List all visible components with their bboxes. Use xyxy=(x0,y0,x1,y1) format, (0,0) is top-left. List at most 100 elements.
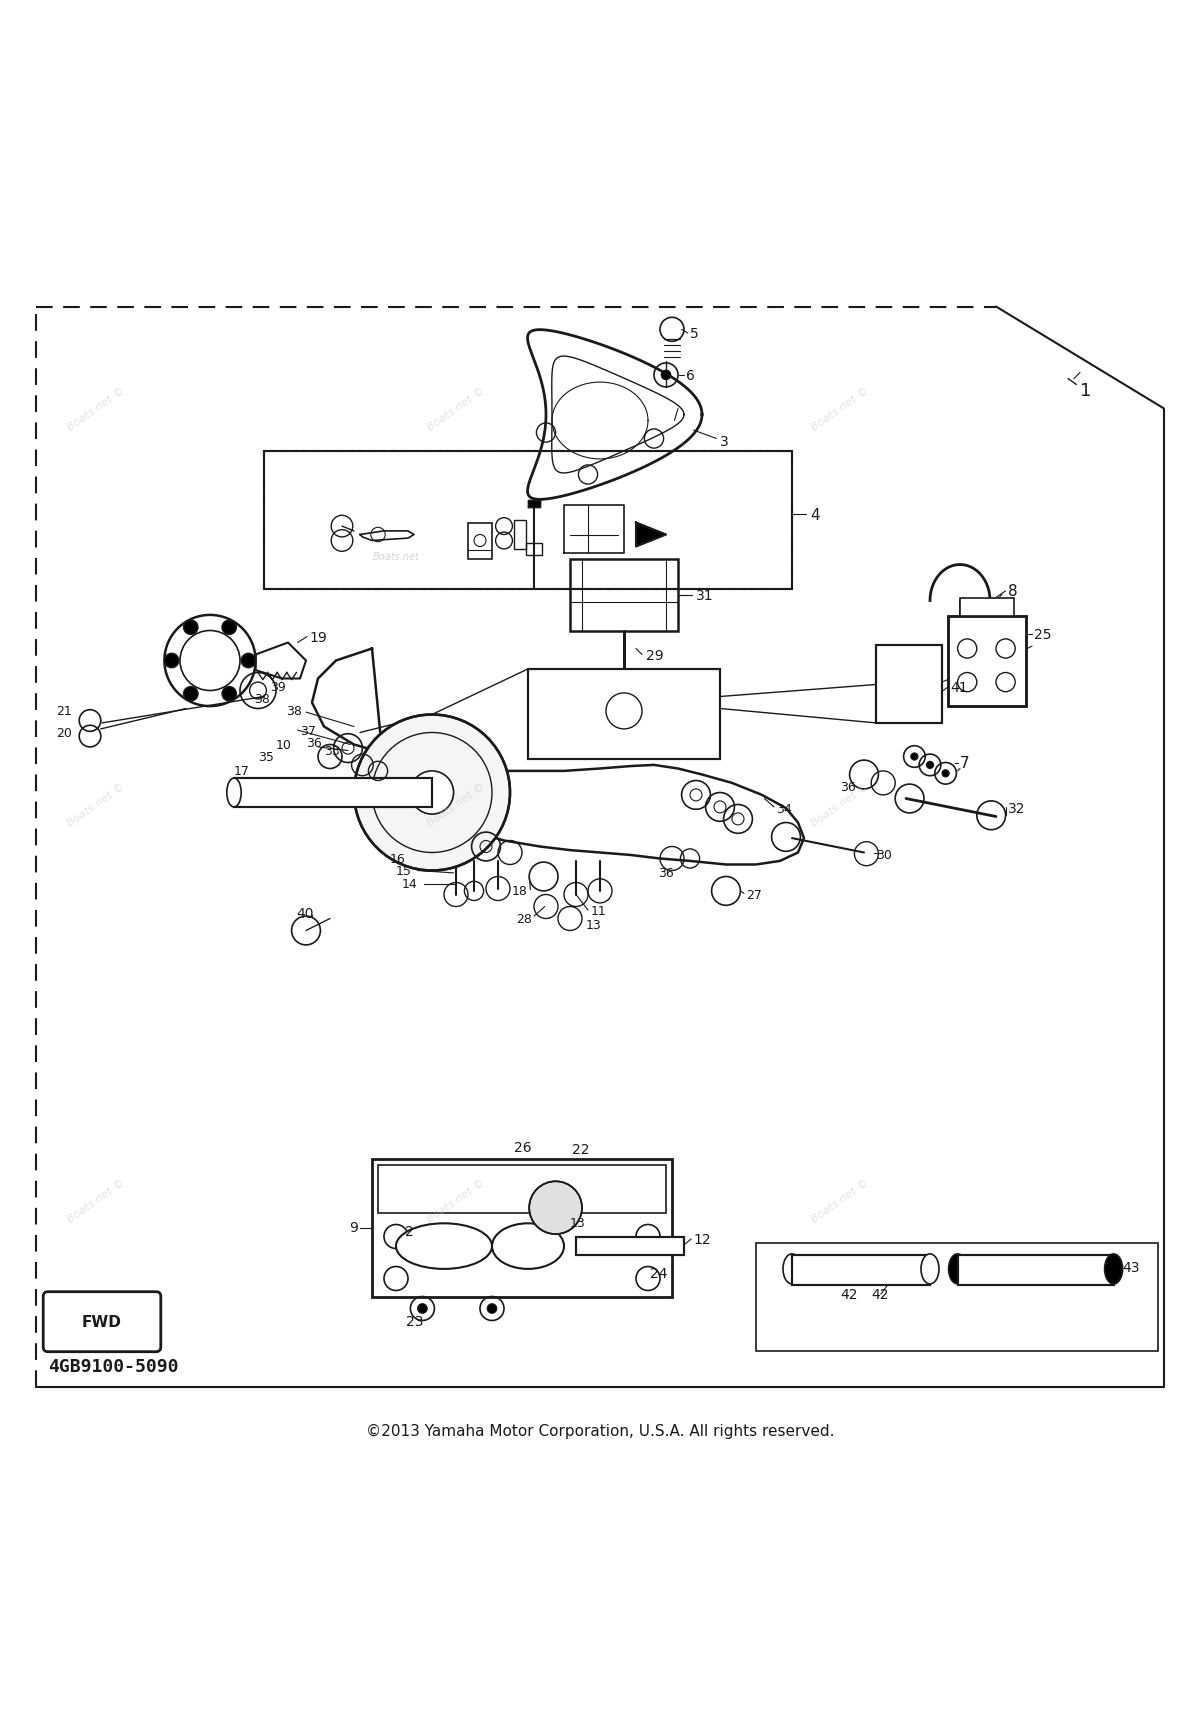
Text: 13: 13 xyxy=(570,1216,586,1228)
Bar xyxy=(876,645,942,723)
Polygon shape xyxy=(528,330,702,500)
Text: 29: 29 xyxy=(646,649,664,663)
Text: 28: 28 xyxy=(516,912,532,926)
Circle shape xyxy=(911,754,918,761)
Ellipse shape xyxy=(492,1223,564,1270)
Text: 15: 15 xyxy=(396,865,412,877)
Text: 16: 16 xyxy=(390,853,406,865)
Text: 33: 33 xyxy=(324,744,340,758)
Bar xyxy=(960,599,1014,616)
Text: 34: 34 xyxy=(776,803,792,815)
Text: 21: 21 xyxy=(56,706,72,718)
Polygon shape xyxy=(256,644,306,680)
Polygon shape xyxy=(528,500,540,507)
Text: 38: 38 xyxy=(254,694,270,706)
Text: 11: 11 xyxy=(590,905,606,917)
Circle shape xyxy=(222,621,236,635)
Text: Boats.net ©: Boats.net © xyxy=(809,1178,871,1225)
Ellipse shape xyxy=(784,1254,802,1284)
Circle shape xyxy=(661,370,671,381)
Text: Boats.net ©: Boats.net © xyxy=(425,1178,487,1225)
Text: 4: 4 xyxy=(810,507,820,522)
Bar xyxy=(378,1164,666,1213)
Text: 5: 5 xyxy=(690,327,698,341)
Text: 42: 42 xyxy=(840,1287,858,1301)
Text: 24: 24 xyxy=(650,1266,668,1280)
Circle shape xyxy=(222,687,236,702)
Text: 31: 31 xyxy=(696,588,714,602)
Text: FWD: FWD xyxy=(82,1315,122,1329)
Text: 17: 17 xyxy=(234,765,250,778)
Circle shape xyxy=(926,761,934,770)
Text: 35: 35 xyxy=(258,751,274,763)
Text: 7: 7 xyxy=(960,756,970,770)
Polygon shape xyxy=(612,673,636,689)
Text: 40: 40 xyxy=(296,907,314,920)
Bar xyxy=(792,1254,930,1285)
Text: 3: 3 xyxy=(720,434,728,448)
Circle shape xyxy=(529,1182,582,1235)
Text: 26: 26 xyxy=(514,1140,532,1154)
Ellipse shape xyxy=(227,778,241,808)
Text: 32: 32 xyxy=(1008,801,1026,815)
Text: Boats.net ©: Boats.net © xyxy=(425,386,487,432)
Bar xyxy=(234,778,432,808)
Polygon shape xyxy=(636,522,666,547)
Text: 8: 8 xyxy=(1008,585,1018,599)
Bar xyxy=(570,559,678,631)
FancyBboxPatch shape xyxy=(43,1292,161,1351)
Text: Boats.net ©: Boats.net © xyxy=(65,1178,127,1225)
Circle shape xyxy=(184,621,198,635)
Text: 20: 20 xyxy=(56,727,72,739)
Text: 18: 18 xyxy=(512,884,528,898)
Circle shape xyxy=(164,654,179,668)
Ellipse shape xyxy=(922,1254,940,1284)
Bar xyxy=(948,616,1026,706)
Polygon shape xyxy=(312,649,804,865)
Text: 2: 2 xyxy=(406,1223,414,1237)
Circle shape xyxy=(418,1304,427,1313)
Circle shape xyxy=(410,772,454,815)
Bar xyxy=(372,1159,672,1298)
Bar xyxy=(958,1254,1114,1285)
Text: 36: 36 xyxy=(840,780,856,794)
Text: 41: 41 xyxy=(950,680,968,694)
Text: 10: 10 xyxy=(276,739,292,751)
Bar xyxy=(948,616,1026,706)
Bar xyxy=(958,1254,1114,1285)
Text: 12: 12 xyxy=(694,1232,712,1246)
Bar xyxy=(528,670,720,759)
Text: 43: 43 xyxy=(1122,1259,1140,1273)
Text: Boats.net ©: Boats.net © xyxy=(425,782,487,829)
Text: 42: 42 xyxy=(871,1287,889,1301)
Bar xyxy=(468,522,492,559)
Text: 36: 36 xyxy=(306,737,322,749)
Text: Boats.net ©: Boats.net © xyxy=(65,386,127,432)
Text: 36: 36 xyxy=(658,867,673,881)
Text: 14: 14 xyxy=(402,877,418,891)
Text: 37: 37 xyxy=(300,725,316,737)
Text: 39: 39 xyxy=(270,682,286,694)
Ellipse shape xyxy=(949,1254,967,1284)
Bar xyxy=(526,543,542,555)
Text: 25: 25 xyxy=(1034,628,1052,642)
Text: 1: 1 xyxy=(1080,382,1091,400)
Bar xyxy=(528,670,720,759)
Bar xyxy=(234,778,432,808)
Text: 19: 19 xyxy=(310,630,328,644)
Text: 30: 30 xyxy=(876,849,892,862)
Text: 22: 22 xyxy=(572,1142,590,1156)
Bar xyxy=(876,645,942,723)
Bar xyxy=(576,1237,684,1254)
Text: Boats.net: Boats.net xyxy=(372,552,420,561)
Text: 6: 6 xyxy=(686,368,695,382)
Text: 38: 38 xyxy=(286,706,301,718)
Bar xyxy=(264,452,792,590)
Circle shape xyxy=(241,654,256,668)
Bar xyxy=(576,1237,684,1254)
Text: 27: 27 xyxy=(746,889,762,901)
Circle shape xyxy=(487,1304,497,1313)
Ellipse shape xyxy=(1105,1254,1123,1284)
Bar xyxy=(756,1242,1158,1351)
Text: Boats.net ©: Boats.net © xyxy=(65,782,127,829)
